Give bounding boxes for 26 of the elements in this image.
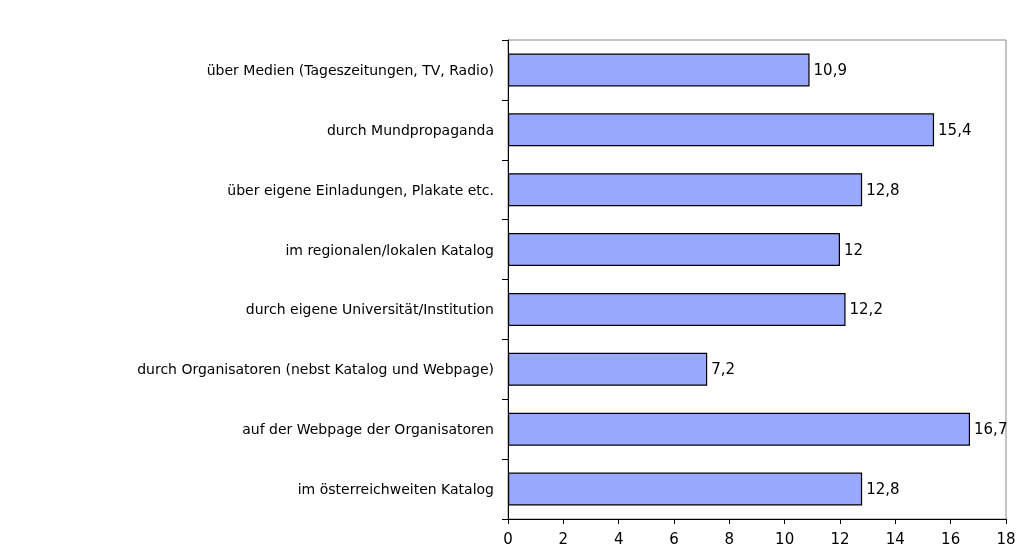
data-label: 12	[844, 240, 864, 259]
y-tick-label: über Medien (Tageszeitungen, TV, Radio)	[206, 61, 494, 78]
data-label: 12,2	[849, 300, 883, 319]
x-tick-label: 16	[941, 529, 961, 548]
x-tick-label: 2	[558, 529, 569, 548]
data-label: 16,7	[974, 420, 1008, 439]
x-tick-label: 6	[669, 529, 679, 548]
y-tick-label: im österreichweiten Katalog	[297, 481, 494, 498]
y-tick-label: im regionalen/lokalen Katalog	[285, 241, 494, 258]
data-label: 10,9	[813, 60, 847, 79]
x-tick-label: 10	[775, 529, 795, 548]
data-label: 12,8	[866, 480, 900, 499]
data-label: 12,8	[866, 180, 900, 199]
x-tick-label: 14	[885, 529, 905, 548]
y-tick-label: über eigene Einladungen, Plakate etc.	[227, 181, 494, 198]
y-tick-label: durch Organisatoren (nebst Katalog und Webpage)	[137, 361, 494, 378]
data-label: 7,2	[711, 360, 736, 379]
y-tick-label: durch eigene Universität/Institution	[245, 301, 494, 318]
x-tick-label: 0	[503, 529, 513, 548]
x-tick-label: 12	[830, 529, 850, 548]
y-tick-label: auf der Webpage der Organisatoren	[242, 421, 494, 438]
y-tick-label: durch Mundpropaganda	[326, 121, 494, 138]
x-tick-label: 8	[724, 529, 735, 548]
x-tick-label: 4	[613, 529, 624, 548]
data-label: 15,4	[938, 120, 972, 139]
x-tick-label: 18	[996, 529, 1016, 548]
